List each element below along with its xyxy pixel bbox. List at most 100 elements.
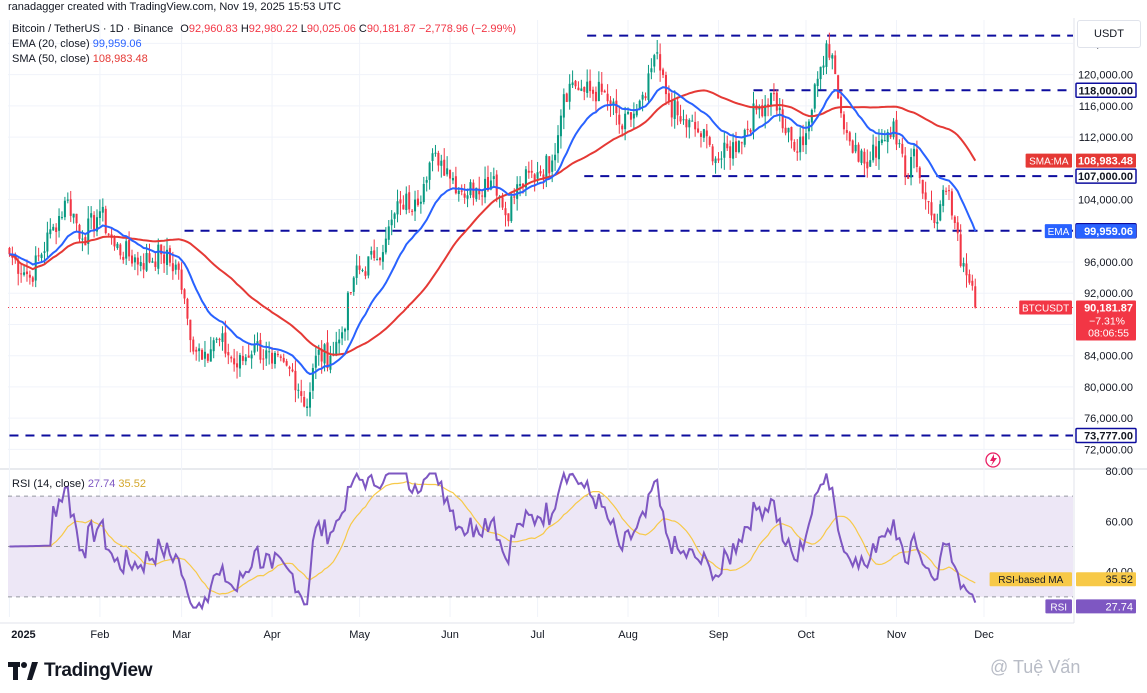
candle-body [142, 263, 145, 270]
candle-body [271, 352, 274, 364]
candle-body [685, 119, 688, 128]
candle-body [749, 129, 752, 133]
candle-body [122, 256, 125, 260]
candle-body [892, 121, 895, 138]
candle-body [589, 80, 592, 92]
candle-body [737, 141, 740, 153]
candles [8, 32, 977, 417]
candle-body [399, 199, 402, 204]
candle-body [282, 357, 285, 362]
candle-body [31, 277, 34, 282]
candle-body [148, 253, 151, 263]
candle-body [28, 274, 31, 278]
candle-body [224, 332, 227, 354]
candle-body [393, 213, 396, 219]
candle-body [521, 183, 525, 187]
alert-bolt-icon-ring [985, 452, 1001, 468]
candle-body [297, 389, 300, 391]
rsi-legend[interactable]: RSI (14, close) 27.74 35.52 [12, 478, 146, 490]
candle-body [276, 353, 279, 356]
candle-body [206, 353, 209, 361]
candle-body [904, 155, 907, 177]
candle-body [597, 81, 600, 101]
candle-body [842, 114, 845, 130]
candle-body [778, 107, 781, 111]
candle-body [688, 119, 691, 128]
candle-body [507, 213, 510, 222]
open-value: 92,960.83 [188, 23, 238, 35]
low-label: L [300, 23, 307, 35]
rsi-ma-tag: RSI-based MA 35.52 [989, 572, 1136, 587]
candle-body [682, 119, 685, 121]
tradingview-logo[interactable]: TradingView [8, 660, 153, 682]
candle-body [233, 358, 236, 365]
candle-body [136, 257, 139, 265]
sma-legend[interactable]: SMA (50, close) 108,983.48 [12, 53, 148, 65]
candle-body [606, 93, 609, 102]
candle-body [364, 271, 367, 276]
candle-body [840, 96, 843, 114]
candle-body [192, 339, 195, 352]
candle-body [635, 109, 638, 116]
time-tick-label: Jul [531, 629, 545, 641]
price-tag-label: SMA:MA [1029, 157, 1069, 168]
rsi-legend-label: RSI (14, close) [12, 478, 85, 490]
ema-legend-value: 99,959.06 [92, 38, 142, 50]
candle-body [311, 367, 314, 391]
price-tag-value: 90,181.87 [1084, 302, 1133, 314]
candle-body [854, 144, 857, 152]
candle-body [711, 146, 714, 162]
candle-body [586, 81, 589, 93]
candle-body [317, 349, 320, 355]
candle-body [813, 84, 816, 109]
candle-body [478, 188, 481, 195]
candle-body [574, 80, 577, 87]
candle-body [449, 169, 452, 179]
candle-body [265, 350, 268, 359]
candle-body [466, 195, 469, 199]
candle-body [209, 349, 212, 362]
candle-body [877, 141, 880, 160]
candle-body [256, 341, 259, 345]
time-tick-label: Apr [263, 629, 280, 641]
candle-body [87, 218, 90, 244]
candle-body [125, 241, 128, 259]
candle-body [936, 221, 939, 224]
currency-button[interactable]: USDT [1077, 20, 1141, 48]
candle-body [186, 298, 189, 319]
candle-body [355, 265, 358, 278]
candle-body [860, 150, 863, 163]
candle-body [221, 333, 224, 342]
price-tag-label-box [1019, 300, 1072, 315]
candle-body [644, 96, 647, 99]
candle-body [381, 252, 384, 262]
candle-body [198, 348, 201, 352]
candle-body [866, 161, 869, 169]
candle-body [20, 273, 23, 275]
candle-body [837, 75, 840, 99]
candle-body [46, 232, 49, 252]
candle-body [314, 355, 317, 368]
sma-50-line [8, 89, 977, 356]
candle-body [568, 83, 571, 102]
candle-body [335, 341, 338, 355]
candle-body [825, 43, 828, 67]
candle-body [857, 144, 860, 162]
candle-body [183, 289, 186, 299]
candle-body [95, 217, 99, 232]
candle-body [513, 196, 516, 198]
candle-body [974, 286, 977, 308]
ema-legend[interactable]: EMA (20, close) 99,959.06 [12, 38, 142, 50]
candle-body [571, 82, 574, 86]
candle-body [486, 177, 490, 191]
candle-body [673, 99, 676, 119]
price-tag-label: BTCUSDT [1022, 303, 1069, 314]
candle-body [215, 338, 218, 340]
candle-body [104, 208, 107, 234]
candle-body [603, 90, 606, 93]
candle-body [542, 174, 545, 179]
candle-body [769, 92, 773, 107]
candle-body [895, 119, 898, 145]
candle-body [244, 357, 247, 362]
